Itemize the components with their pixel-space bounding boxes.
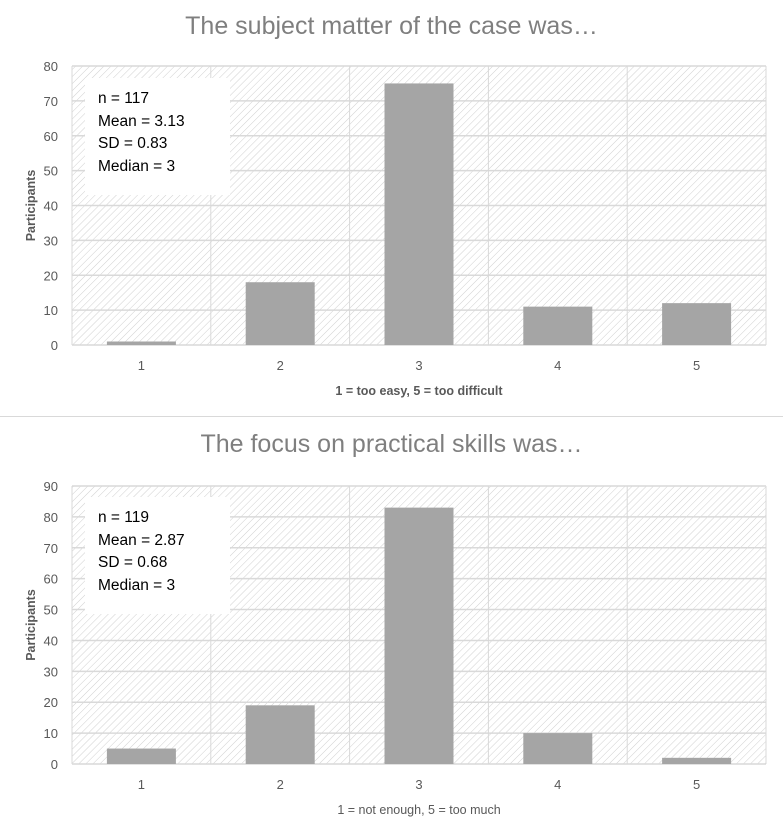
bar-2 xyxy=(245,705,315,764)
y-tick-label: 80 xyxy=(44,510,58,525)
divider xyxy=(0,416,783,417)
stat-mean: Mean = 2.87 xyxy=(98,531,185,549)
y-tick-label: 30 xyxy=(44,664,58,679)
bar-4 xyxy=(523,306,593,345)
stat-median: Median = 3 xyxy=(98,157,176,175)
y-tick-label: 50 xyxy=(44,603,58,618)
x-tick-label: 3 xyxy=(415,777,422,792)
bar-3 xyxy=(384,507,454,764)
x-axis-label: 1 = too easy, 5 = too difficult xyxy=(335,384,503,398)
x-tick-label: 1 xyxy=(138,358,145,373)
y-tick-label: 50 xyxy=(44,164,58,179)
bar-5 xyxy=(662,303,732,345)
y-tick-label: 10 xyxy=(44,726,58,741)
x-tick-label: 4 xyxy=(554,777,561,792)
stat-sd: SD = 0.83 xyxy=(98,135,168,152)
y-tick-label: 20 xyxy=(44,695,58,710)
y-tick-label: 70 xyxy=(44,94,58,109)
bar-4 xyxy=(523,733,593,764)
bar-1 xyxy=(106,748,176,764)
y-tick-label: 10 xyxy=(44,303,58,318)
y-tick-label: 40 xyxy=(44,199,58,214)
x-tick-label: 2 xyxy=(277,777,284,792)
y-axis-label: Participants xyxy=(24,170,38,242)
y-tick-label: 60 xyxy=(44,572,58,587)
x-axis-label: 1 = not enough, 5 = too much xyxy=(337,803,500,817)
x-tick-label: 4 xyxy=(554,358,561,373)
bar-2 xyxy=(245,282,315,345)
y-tick-label: 40 xyxy=(44,633,58,648)
stat-median: Median = 3 xyxy=(98,576,176,594)
bar-5 xyxy=(662,757,732,764)
x-tick-label: 1 xyxy=(138,777,145,792)
chart-title: The focus on practical skills was… xyxy=(200,430,583,458)
y-tick-label: 20 xyxy=(44,268,58,283)
y-axis-label: Participants xyxy=(24,589,38,661)
stats-box: n = 119 Mean = 2.87 SD = 0.68 Median = 3 xyxy=(85,497,230,614)
y-tick-label: 80 xyxy=(44,59,58,74)
bar-1 xyxy=(106,341,176,345)
stat-mean: Mean = 3.13 xyxy=(98,112,185,130)
y-tick-label: 90 xyxy=(44,479,58,494)
x-tick-label: 5 xyxy=(693,777,700,792)
bar-3 xyxy=(384,83,454,345)
chart-title: The subject matter of the case was… xyxy=(185,12,598,40)
chart-subject-matter: 0 10 20 30 40 50 60 70 80 1 2 3 4 5 1 = too easy, 5 = … xyxy=(0,0,783,416)
stat-sd: SD = 0.68 xyxy=(98,554,168,571)
stats-box: n = 117 Mean = 3.13 SD = 0.83 Median = 3 xyxy=(85,78,230,195)
x-tick-label: 2 xyxy=(277,358,284,373)
y-tick-label: 0 xyxy=(51,757,58,772)
y-tick-label: 60 xyxy=(44,129,58,144)
stat-n: n = 119 xyxy=(98,509,149,526)
chart-svg: 0 10 20 30 40 50 60 70 80 90 1 2 3 4 5 1 = not enough, … xyxy=(24,479,767,817)
chart-svg: 0 10 20 30 40 50 60 70 80 1 2 3 4 5 1 = too easy, 5 = … xyxy=(24,59,767,398)
x-tick-label: 5 xyxy=(693,358,700,373)
y-tick-label: 30 xyxy=(44,233,58,248)
x-tick-label: 3 xyxy=(415,358,422,373)
chart-practical-skills: 0 10 20 30 40 50 60 70 80 90 1 2 3 4 5 1 = not enough, … xyxy=(0,418,783,836)
y-tick-label: 0 xyxy=(51,338,58,353)
y-tick-label: 70 xyxy=(44,541,58,556)
stat-n: n = 117 xyxy=(98,90,149,107)
